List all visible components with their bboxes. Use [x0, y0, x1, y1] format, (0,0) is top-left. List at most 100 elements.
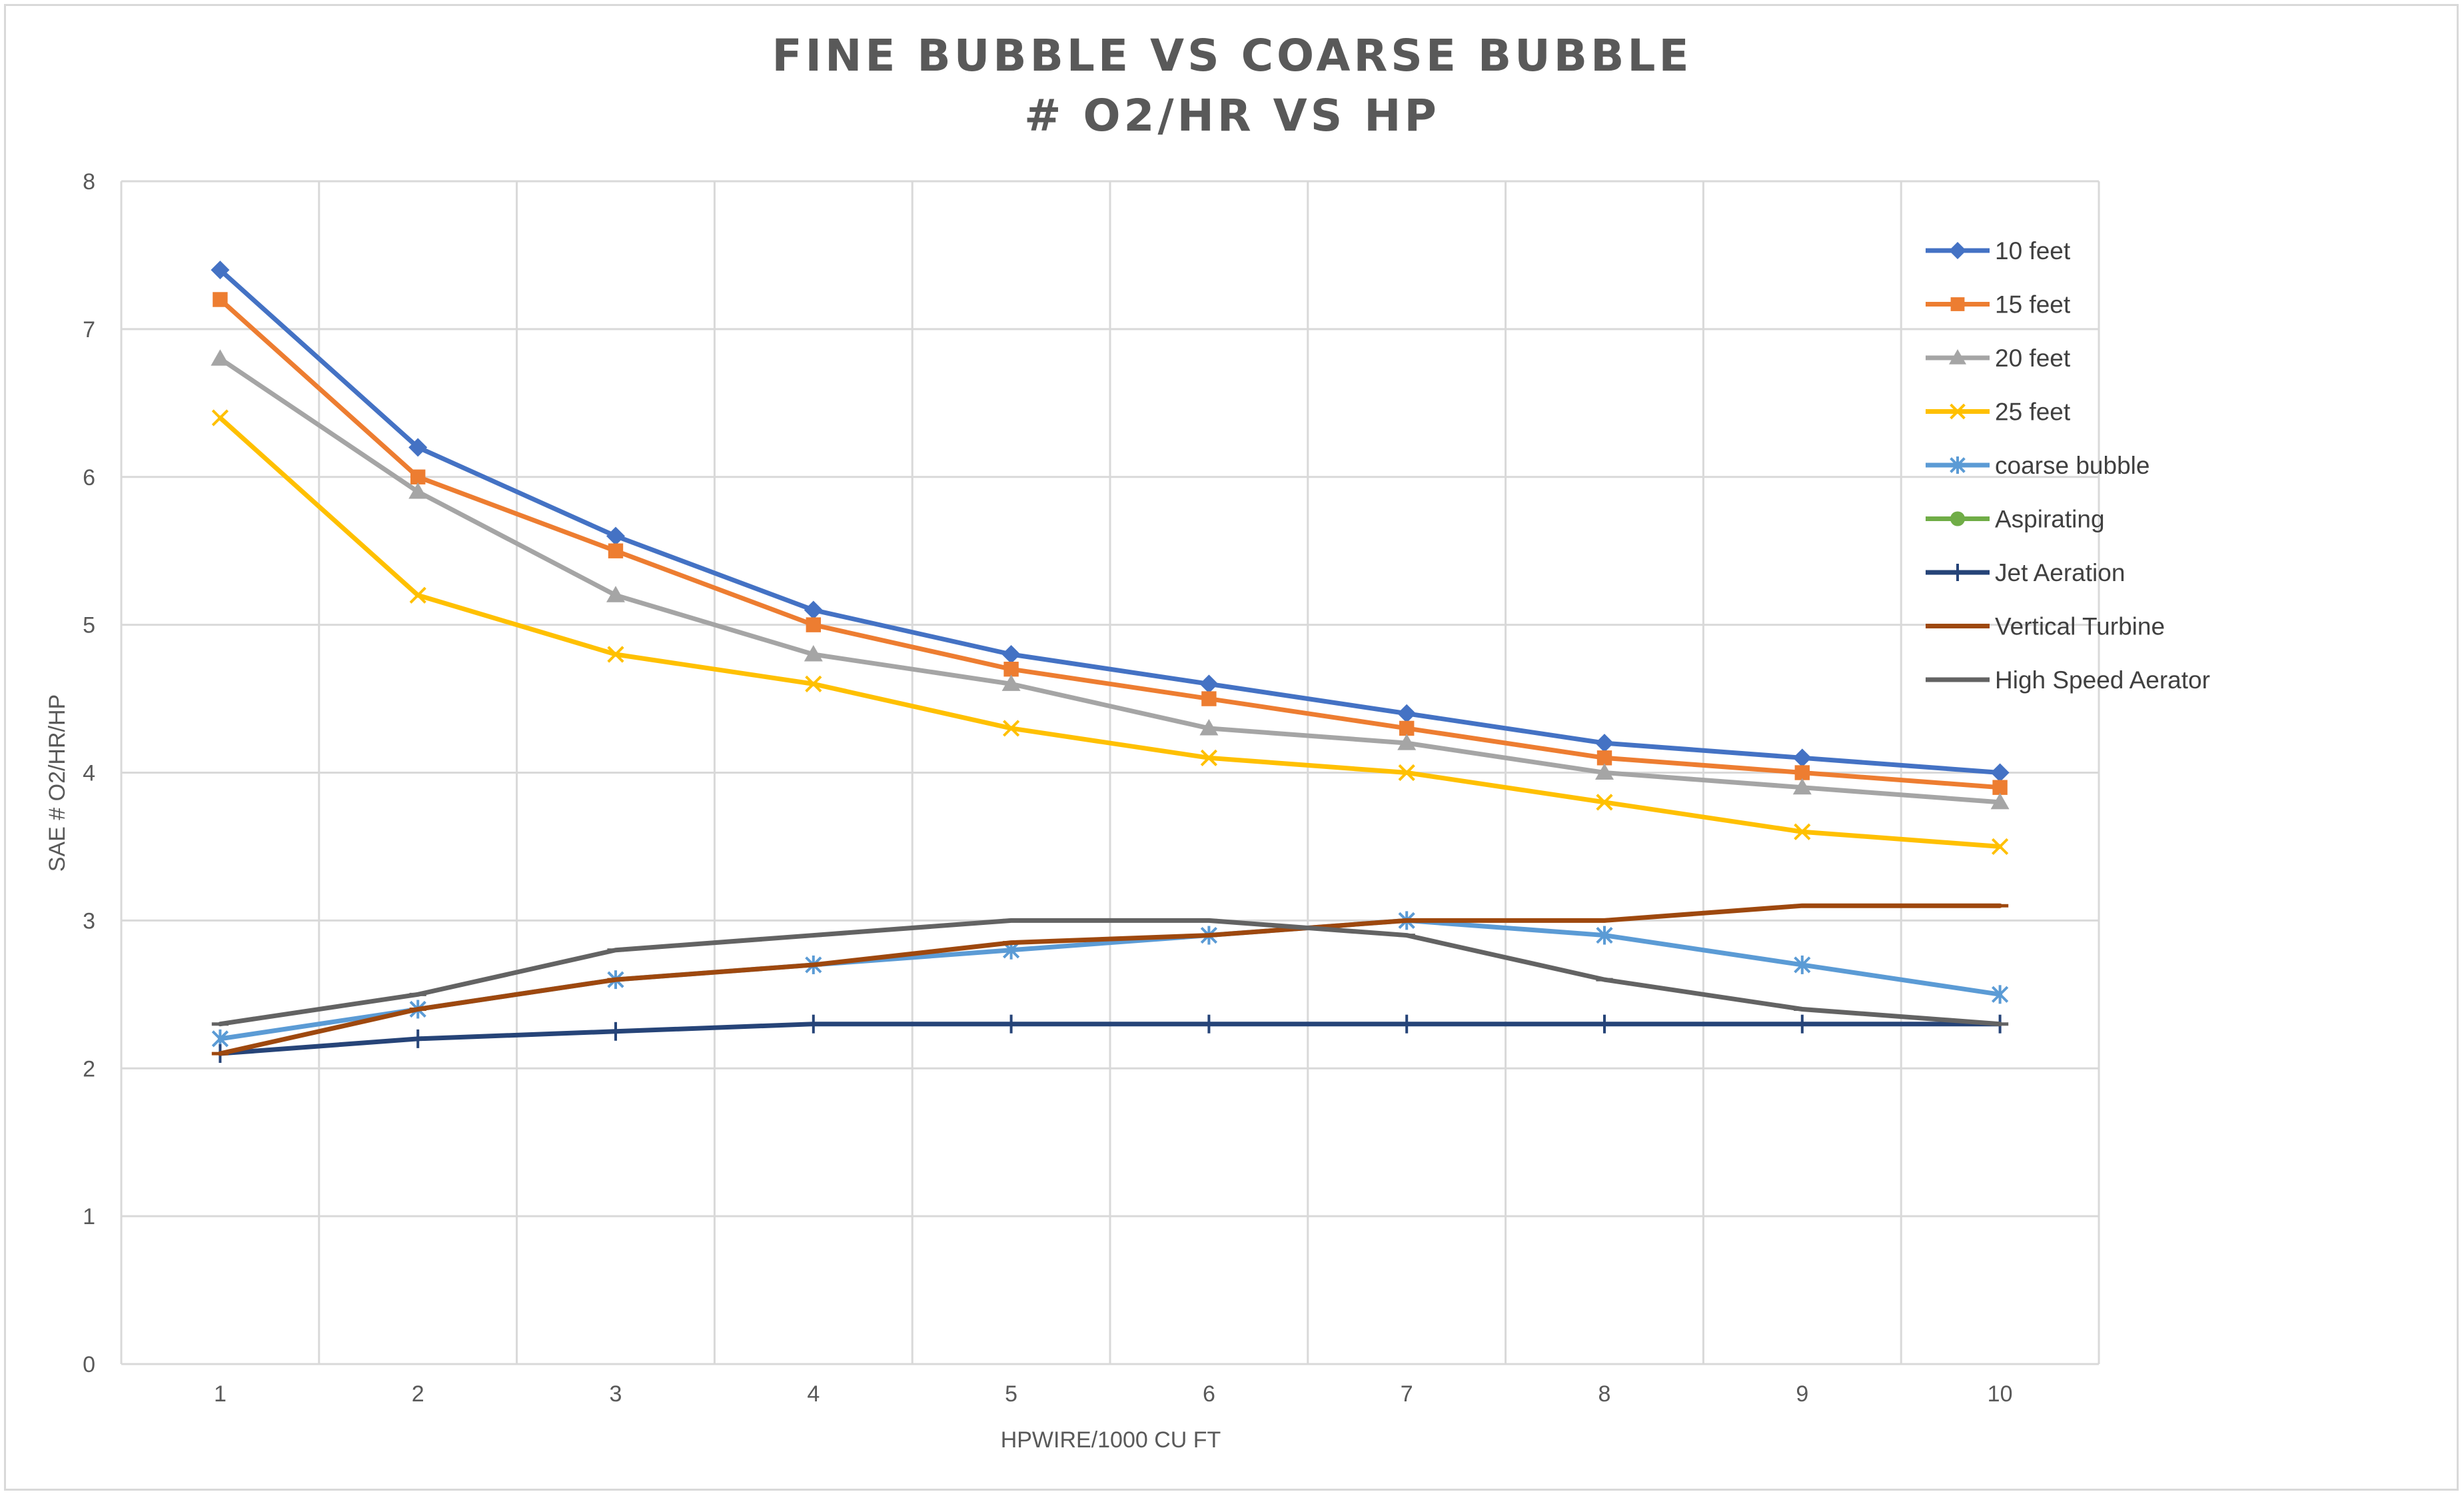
legend-item: High Speed Aerator	[1926, 666, 2210, 694]
legend-item: 15 feet	[1926, 291, 2071, 319]
marker-x	[1991, 838, 2009, 856]
marker-x-stroke	[211, 409, 229, 426]
marker-triangle	[1595, 763, 1614, 780]
x-tick-label: 9	[1796, 1381, 1808, 1407]
legend-item: 20 feet	[1926, 345, 2071, 372]
legend-label: 25 feet	[1995, 398, 2071, 426]
marker-x	[1398, 764, 1415, 782]
y-tick-label: 5	[83, 613, 95, 638]
legend-label: 15 feet	[1995, 291, 2071, 319]
y-axis-title: SAE # O2/HR/HP	[45, 694, 70, 872]
marker-square	[1201, 691, 1217, 706]
marker-diamond	[1199, 674, 1219, 694]
marker-star	[1596, 926, 1613, 945]
marker-circle	[1950, 511, 1966, 526]
y-tick-label: 4	[83, 761, 95, 786]
y-tick-label: 0	[83, 1352, 95, 1377]
marker-x-stroke	[1398, 764, 1415, 782]
marker-diamond	[1397, 704, 1417, 723]
marker-diamond	[1949, 242, 1966, 259]
marker-x-stroke	[805, 675, 822, 692]
marker-star	[1794, 955, 1811, 974]
marker-x-stroke	[1991, 838, 2009, 856]
marker-square	[1794, 765, 1810, 780]
x-tick-label: 8	[1598, 1381, 1611, 1407]
series-line	[217, 903, 2003, 1056]
legend: 10 feet 15 feet 20 feet 25 feet coarse bubbl…	[1926, 237, 2210, 694]
x-axis-title: HPWIRE/1000 CU FT	[1001, 1427, 1221, 1453]
series-10-feet	[211, 261, 2010, 782]
series-25-feet	[211, 409, 2009, 856]
marker-square	[1992, 780, 2008, 795]
marker-x	[409, 586, 426, 604]
gridlines	[120, 180, 2100, 1365]
series-line	[217, 267, 2003, 775]
chart-frame	[4, 4, 2459, 1491]
legend-label: Jet Aeration	[1995, 559, 2125, 586]
marker-square	[806, 617, 821, 632]
y-tick-label: 1	[83, 1204, 95, 1229]
legend-label: 10 feet	[1995, 237, 2071, 265]
legend-item: coarse bubble	[1926, 452, 2150, 479]
x-tick-label: 2	[412, 1381, 424, 1407]
legend-label: Vertical Turbine	[1995, 613, 2165, 640]
marker-triangle	[211, 349, 230, 366]
chart-title-line-1: FINE BUBBLE VS COARSE BUBBLE	[772, 30, 1692, 81]
x-tick-label: 6	[1203, 1381, 1215, 1407]
series-vertical-turbine	[211, 903, 2009, 1056]
legend-label: High Speed Aerator	[1995, 666, 2210, 694]
series-line	[217, 356, 2003, 805]
legend-label: coarse bubble	[1995, 452, 2150, 479]
legend-item: 25 feet	[1926, 398, 2071, 426]
marker-square	[1003, 661, 1019, 677]
marker-diamond	[408, 438, 428, 457]
marker-x-stroke	[409, 586, 426, 604]
marker-triangle	[1001, 674, 1021, 691]
marker-diamond	[1595, 734, 1614, 753]
marker-triangle	[606, 586, 625, 602]
legend-item: 10 feet	[1926, 237, 2071, 265]
marker-x	[1002, 720, 1020, 737]
chart-title-line-2: # O2/HR VS HP	[1024, 90, 1440, 141]
series-20-feet	[211, 349, 2010, 810]
series-lines	[211, 261, 2010, 1064]
marker-x	[1200, 749, 1218, 766]
marker-triangle	[1990, 792, 2010, 810]
marker-square	[1399, 720, 1415, 736]
y-tick-label: 3	[83, 908, 95, 934]
marker-triangle	[1949, 349, 1966, 365]
marker-diamond	[1792, 748, 1812, 768]
series-line	[217, 1022, 2003, 1056]
marker-triangle	[1397, 734, 1417, 750]
marker-x-stroke	[607, 646, 624, 663]
marker-x-stroke	[1596, 794, 1613, 811]
marker-x-stroke	[1200, 749, 1218, 766]
marker-square	[608, 543, 624, 558]
marker-square	[410, 469, 426, 484]
legend-item: Jet Aeration	[1926, 559, 2125, 586]
x-tick-label: 3	[610, 1381, 622, 1407]
marker-x	[1596, 794, 1613, 811]
x-tick-label: 5	[1005, 1381, 1017, 1407]
marker-star	[1991, 985, 2009, 1004]
x-tick-label: 1	[214, 1381, 227, 1407]
legend-label: 20 feet	[1995, 345, 2071, 372]
marker-square	[1596, 750, 1612, 766]
marker-diamond	[1001, 645, 1021, 664]
marker-x	[1950, 403, 1966, 420]
marker-x	[211, 409, 229, 426]
legend-item: Aspirating	[1926, 506, 2105, 533]
marker-square	[213, 292, 228, 307]
marker-x	[1794, 823, 1811, 840]
y-tick-label: 6	[83, 465, 95, 490]
series-line	[217, 918, 2003, 1027]
x-axis-ticks: 1 2 3 4 5 6 7 8 9 10	[214, 1381, 2013, 1407]
series-high-speed-aerator	[211, 918, 2009, 1027]
series-line	[217, 297, 2003, 790]
marker-x-stroke	[1794, 823, 1811, 840]
marker-star	[1950, 456, 1966, 474]
x-tick-label: 10	[1988, 1381, 2013, 1407]
y-tick-label: 7	[83, 317, 95, 343]
series-line	[217, 415, 2003, 849]
